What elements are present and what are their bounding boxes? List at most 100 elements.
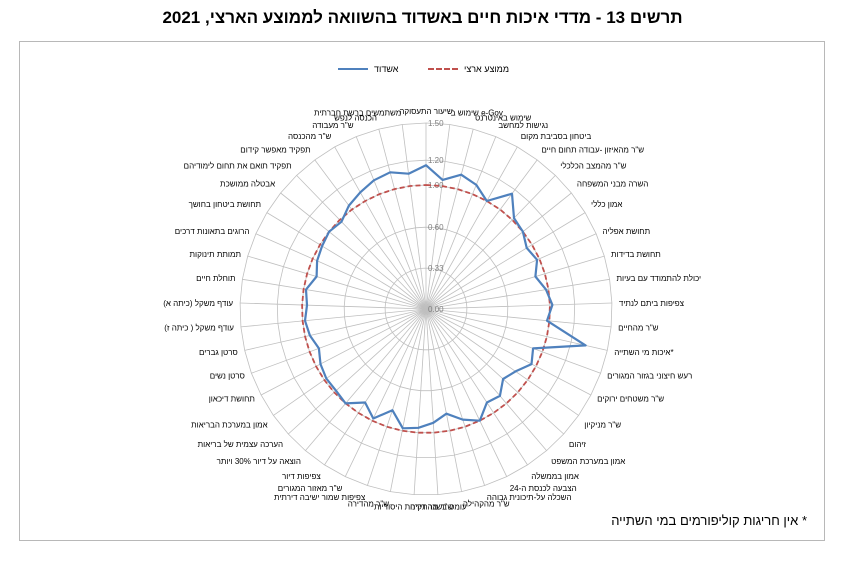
footnote: * אין חריגות קוליפורמים במי השתייה — [611, 513, 807, 528]
category-label: רעש חיצוני בגזור המגורים — [607, 372, 692, 381]
radar-spoke — [413, 308, 427, 495]
category-label: ש"ר מהקהילה — [463, 499, 510, 508]
radar-spoke — [425, 308, 608, 351]
category-label: תמותת תינוקות — [190, 250, 242, 259]
radar-spoke — [401, 124, 427, 310]
category-label: עודף משקל (כיתה א) — [163, 299, 233, 308]
category-label: שיעור התעסוקה — [399, 107, 453, 116]
radar-spoke — [273, 308, 427, 416]
radar-ring — [343, 226, 509, 392]
category-label: הרוגים בתאונות דרכים — [175, 227, 250, 236]
category-label: צפיפות ביתם לנתיד — [619, 299, 685, 308]
category-label: ש"ר מהדירה — [348, 499, 390, 508]
category-label: ש"ר מהחיים — [618, 324, 659, 333]
category-label: תחושת דיכאון — [209, 394, 255, 403]
category-label: אמון בממשלה — [531, 472, 579, 481]
radar-grid — [239, 122, 613, 495]
category-label: ש"ר מהאיזון -עבודה תחום חיים — [541, 145, 644, 154]
radar-spoke — [425, 233, 597, 310]
category-label: השכלה על-תיכונית גבוהה — [487, 493, 572, 502]
category-label: תחושת בדידות — [611, 250, 661, 259]
radar-spoke — [425, 124, 451, 310]
radar-spoke — [425, 308, 508, 477]
radar-spoke — [425, 212, 586, 310]
category-label: שימוש באינטרנט — [475, 113, 531, 122]
category-label: אמון במערכת הבריאות — [191, 420, 268, 429]
radar-ring — [384, 267, 468, 351]
category-label: סרטן נשים — [210, 372, 245, 381]
category-label: ש"ר מהמצב הכלכלי — [560, 161, 626, 170]
category-label: ביטחון בסביבת מקום — [521, 132, 592, 141]
radar-spoke — [314, 159, 427, 310]
radar-spoke — [425, 136, 497, 310]
radar-spoke — [334, 146, 427, 310]
category-label: משתמשים ברשת חברתית — [314, 109, 401, 118]
category-label: תחושת ביטחון בחושך — [189, 200, 261, 209]
category-label: ש"ר מהכנסה — [288, 132, 331, 141]
radial-tick-label: 0.60 — [428, 223, 444, 232]
radar-spoke — [425, 278, 610, 310]
radar-spoke — [378, 128, 427, 310]
category-label: תפקיד מאפשר קידום — [240, 145, 310, 154]
radar-spoke — [324, 308, 427, 466]
radar-spoke — [425, 192, 572, 310]
category-label: אבטלה ממושכת — [220, 180, 275, 189]
category-label: זיהום — [569, 440, 586, 449]
category-label: תפקיד תואם את תחום לימודיהם — [184, 161, 292, 170]
radar-spoke — [288, 308, 427, 435]
category-label: ש"ר משטחים ירוקים — [597, 394, 664, 403]
chart-legend: אשדוד ממוצע ארצי — [0, 64, 845, 78]
legend-item-national: ממוצע ארצי — [428, 64, 509, 74]
category-label: איכות מי השתייה* — [614, 348, 673, 357]
category-label: ש"ר מניקיון — [584, 420, 621, 429]
radar-spoke — [280, 192, 427, 310]
page-title: תרשים 13 - מדדי איכות חיים באשדוד בהשווא… — [162, 8, 683, 27]
radar-spoke — [296, 175, 427, 310]
radar-spoke — [266, 212, 427, 310]
series-line-ashdod — [303, 164, 587, 430]
category-label: יכולת להתמודד עם בעיות — [617, 274, 702, 283]
category-label: הכנסה לנפש — [334, 113, 377, 122]
radar-ring — [239, 122, 613, 495]
radar-spoke — [425, 308, 564, 435]
radar-spoke — [425, 255, 605, 310]
category-label: הערכה עצמית של בריאות — [198, 440, 284, 449]
radar-spoke — [425, 128, 474, 310]
category-label: אמון במערכת המשפט — [551, 457, 625, 466]
radar-spoke — [240, 302, 427, 310]
radar-spoke — [425, 302, 612, 310]
legend-label-ashdod: אשדוד — [374, 64, 399, 74]
series-line-national — [301, 184, 551, 434]
category-label: ש"ר מעבודה — [312, 121, 354, 130]
category-label: שימוש ב e-Gov — [451, 109, 503, 118]
radar-spoke — [425, 308, 579, 416]
category-label: עומס בשכר דירה — [410, 503, 467, 512]
category-label: תוחלת חיים — [196, 274, 235, 283]
radar-spoke — [425, 308, 528, 466]
legend-swatch-national — [428, 68, 458, 70]
radar-ring — [276, 159, 576, 458]
legend-label-national: ממוצע ארצי — [464, 64, 510, 74]
category-label: ש"ר מאזור המגורים — [278, 484, 343, 493]
category-label: צפיפות שמור ישיבה דירתית — [274, 493, 366, 502]
radial-tick-label: 1.20 — [428, 156, 444, 165]
category-label: נגישות למחשב — [498, 121, 548, 130]
category-label: עודף משקל ( כיתה ז) — [164, 324, 234, 333]
category-label: סרטן גברים — [199, 348, 238, 357]
radar-spoke — [244, 308, 427, 351]
radar-spoke — [247, 255, 427, 310]
radar-spoke — [251, 308, 427, 374]
category-label: תחושת אפליה — [603, 227, 651, 236]
radar-spoke — [305, 308, 427, 451]
radial-tick-label: 0.00 — [428, 305, 444, 314]
category-label: השרה מבני המשפחה — [577, 180, 648, 189]
radar-spoke — [390, 308, 427, 492]
radial-tick-label: 0.33 — [428, 264, 444, 273]
radar-spoke — [425, 308, 485, 486]
radar-spoke — [425, 308, 439, 495]
radar-spoke — [240, 308, 427, 328]
radar-series — [301, 164, 587, 434]
category-label: צפיפות דיור — [282, 472, 321, 481]
category-label: ש"ר מהתקינות היסודיות — [374, 503, 453, 512]
